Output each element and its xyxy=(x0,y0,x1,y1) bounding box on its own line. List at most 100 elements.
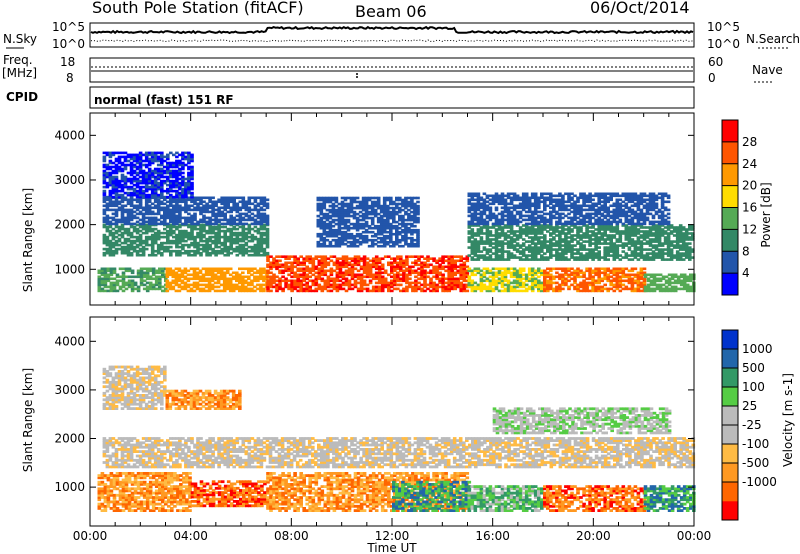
heatmap-cell-8 xyxy=(470,242,475,245)
heatmap-cell-0 xyxy=(217,229,221,233)
heatmap-cell-8 xyxy=(500,230,505,233)
heatmap-cell-7 xyxy=(673,285,678,289)
heatmap-cell-9 xyxy=(518,204,523,208)
heatmap-cell-1 xyxy=(244,214,249,218)
heatmap-cell-5 xyxy=(521,281,526,285)
heatmap-cell-9 xyxy=(645,212,650,216)
heatmap-cell-8 xyxy=(630,240,635,243)
heatmap-cell-8 xyxy=(627,236,632,239)
heatmap-cell-9 xyxy=(555,198,559,202)
heatmap-cell-9 xyxy=(512,206,517,210)
heatmap-cell-9 xyxy=(567,204,571,208)
heatmap-cell-4 xyxy=(353,257,358,260)
heatmap-cell-6 xyxy=(567,287,571,291)
heatmap-cell-3 xyxy=(168,287,173,291)
heatmap-cell-0 xyxy=(220,249,224,253)
heatmap-cell-9 xyxy=(573,194,577,198)
heatmap-cell-9 xyxy=(600,192,604,196)
heatmap-cell-8 xyxy=(684,238,689,241)
heatmap-cell-8 xyxy=(521,244,526,247)
heatmap-cell-1 xyxy=(214,216,218,220)
heatmap-cell-2 xyxy=(112,283,117,287)
heatmap-cell-9 xyxy=(561,196,565,200)
heatmap-cell-1 xyxy=(147,210,152,214)
heatmap-cell-9 xyxy=(636,212,641,216)
heatmap-cell-8 xyxy=(691,234,695,237)
heatmap-cell-0 xyxy=(108,241,113,245)
freq-tick-low: 8 xyxy=(66,71,74,85)
heatmap-cell-1 xyxy=(241,200,246,204)
heatmap-cell-1 xyxy=(172,216,176,220)
heatmap-cell-3 xyxy=(262,267,266,271)
heatmap-cell-4 xyxy=(266,263,270,267)
heatmap-cell-4 xyxy=(377,289,382,293)
heatmap-cell-9 xyxy=(624,198,629,202)
heatmap-cell-0 xyxy=(256,239,261,243)
heatmap-cell-2 xyxy=(127,279,132,283)
heatmap-cell-0 xyxy=(247,229,252,233)
heatmap-cell-10 xyxy=(111,151,116,155)
heatmap-cell-5 xyxy=(533,281,538,285)
heatmap-cell-4 xyxy=(383,285,388,289)
heatmap-cell-7 xyxy=(649,279,654,283)
heatmap-cell-9 xyxy=(549,212,553,216)
heatmap-cell-5 xyxy=(515,285,520,289)
heatmap-cell-0 xyxy=(111,235,116,239)
heatmap-cell-8 xyxy=(681,234,686,237)
heatmap-cell-0 xyxy=(175,227,179,231)
heatmap-cell-4 xyxy=(290,263,294,267)
heatmap-cell-0 xyxy=(208,247,212,251)
heatmap-cell-0 xyxy=(184,239,188,243)
heatmap-cell-9 xyxy=(648,220,653,224)
heatmap-cell-6 xyxy=(588,269,592,273)
heatmap-cell-8 xyxy=(684,234,689,237)
heatmap-cell-6 xyxy=(579,275,583,279)
heatmap-cell-4 xyxy=(359,265,364,269)
heatmap-cell-5 xyxy=(479,277,484,281)
heatmap-cell-4 xyxy=(305,267,309,271)
heatmap-cell-7 xyxy=(682,275,687,279)
heatmap-cell-1 xyxy=(147,220,152,224)
heatmap-cell-0 xyxy=(217,251,221,255)
heatmap-cell-1 xyxy=(102,208,107,212)
heatmap-cell-2 xyxy=(151,269,156,273)
heatmap-cell-8 xyxy=(530,248,535,251)
heatmap-cell-0 xyxy=(205,243,209,247)
heatmap-cell-8 xyxy=(691,228,695,231)
heatmap-cell-4 xyxy=(266,281,270,285)
heatmap-cell-9 xyxy=(609,222,613,226)
heatmap-cell-8 xyxy=(549,224,553,227)
heatmap-cell-4 xyxy=(450,263,454,267)
heatmap-cell-0 xyxy=(132,225,137,229)
heatmap-cell-4 xyxy=(462,263,467,267)
heatmap-cell-4 xyxy=(377,271,382,275)
heatmap-cell-0 xyxy=(232,249,236,253)
heatmap-cell-9 xyxy=(530,192,535,196)
heatmap-cell-5 xyxy=(497,277,502,281)
heatmap-cell-0 xyxy=(123,247,128,251)
heatmap-cell-5 xyxy=(521,277,526,281)
heatmap-cell-9 xyxy=(470,206,475,210)
heatmap-cell-0 xyxy=(150,233,155,237)
heatmap-cell-4 xyxy=(396,261,400,265)
heatmap-cell-2 xyxy=(154,269,159,273)
heatmap-cell-9 xyxy=(648,196,653,200)
heatmap-cell-4 xyxy=(269,261,273,265)
heatmap-cell-4 xyxy=(341,255,346,258)
heatmap-cell-5 xyxy=(470,283,475,287)
heatmap-cell-6 xyxy=(567,275,571,279)
heatmap-cell-8 xyxy=(558,240,562,243)
heatmap-cell-9 xyxy=(588,208,592,212)
heatmap-cell-9 xyxy=(573,212,577,216)
heatmap-cell-8 xyxy=(482,248,487,251)
heatmap-cell-4 xyxy=(323,273,328,277)
heatmap-cell-4 xyxy=(417,255,421,258)
heatmap-cell-5 xyxy=(521,289,526,293)
heatmap-cell-8 xyxy=(660,232,665,235)
heatmap-cell-9 xyxy=(561,222,565,226)
heatmap-cell-8 xyxy=(642,258,647,261)
heatmap-cell-4 xyxy=(362,271,367,275)
heatmap-cell-0 xyxy=(141,247,146,251)
heatmap-cell-8 xyxy=(660,224,665,227)
heatmap-cell-9 xyxy=(482,202,487,206)
